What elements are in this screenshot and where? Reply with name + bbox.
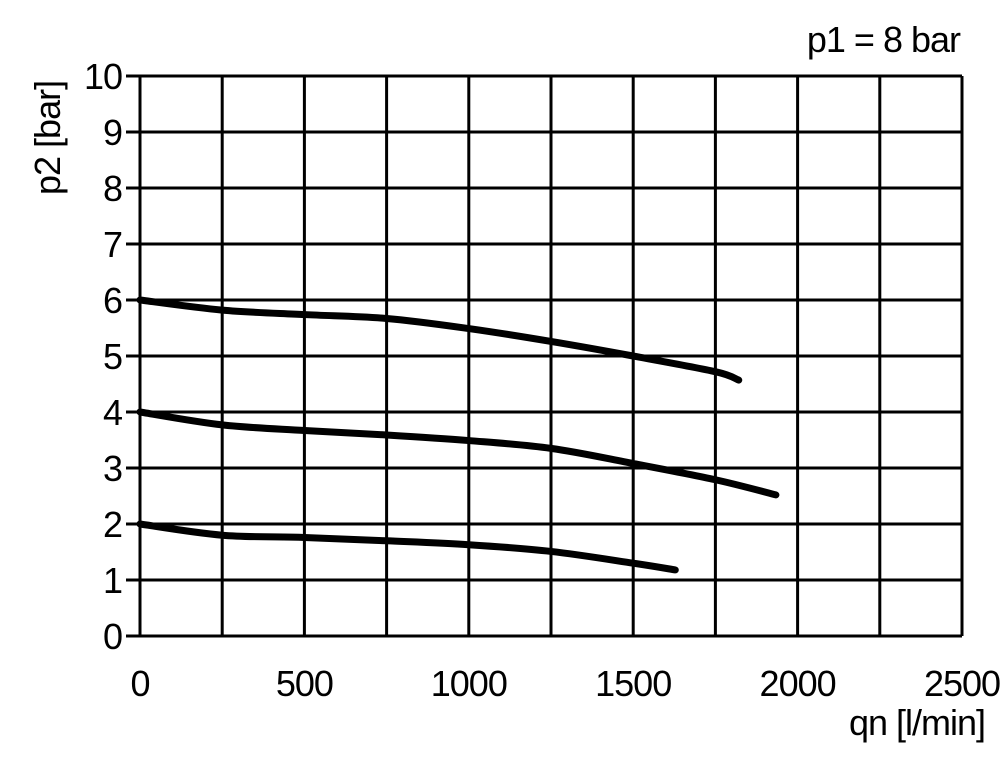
grid [126,74,964,638]
y-tick-label: 7 [103,224,122,265]
curves [136,296,780,574]
y-tick-label: 9 [103,112,122,153]
x-tick-label: 1000 [431,663,507,704]
y-tick-label: 0 [103,616,122,657]
y-tick-label: 8 [103,168,122,209]
tick-labels: 0 500 1000 1500 2000 2500 0 1 2 3 4 5 6 7 8 9 10 [84,56,1000,704]
x-tick-label: 2500 [924,663,1000,704]
series-line-3 [136,520,679,574]
series-line-2 [136,408,780,499]
y-tick-label: 5 [103,336,122,377]
x-tick-label: 0 [130,663,149,704]
x-tick-label: 500 [276,663,333,704]
series-line-1 [136,296,743,384]
annotation-p1: p1 = 8 bar [807,19,961,60]
x-tick-label: 1500 [595,663,671,704]
y-axis-label: p2 [bar] [27,81,68,195]
x-axis-label: qn [l/min] [849,702,985,743]
y-tick-label: 4 [103,392,122,433]
y-tick-label: 1 [103,560,122,601]
y-tick-label: 6 [103,280,122,321]
y-tick-label: 2 [103,504,122,545]
y-tick-label: 3 [103,448,122,489]
y-tick-label: 10 [84,56,122,97]
x-tick-label: 2000 [760,663,836,704]
